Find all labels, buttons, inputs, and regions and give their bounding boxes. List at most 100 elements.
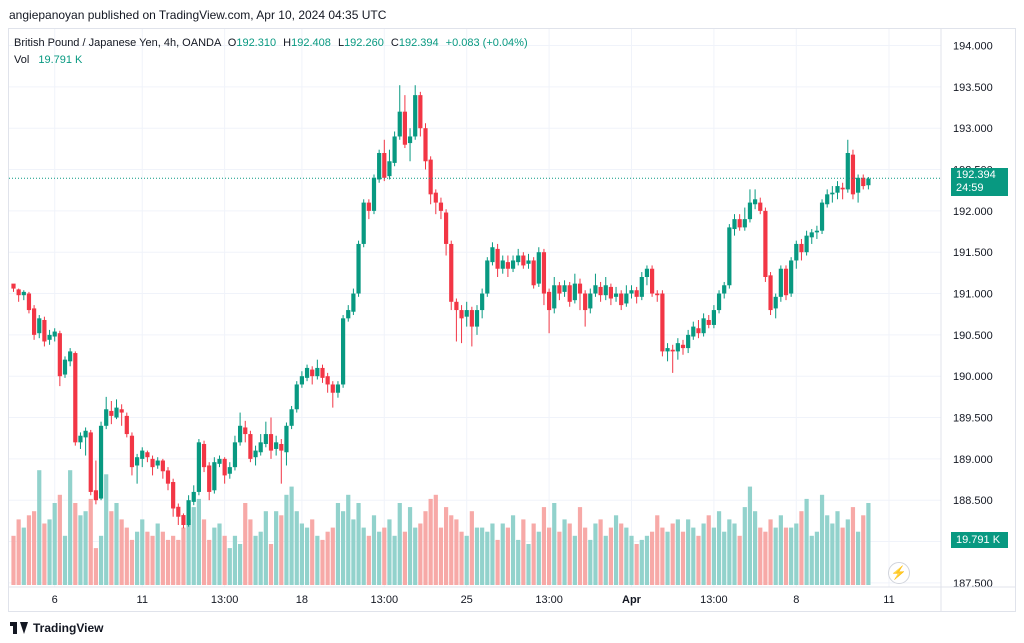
volume-bar bbox=[356, 503, 361, 585]
candle-body bbox=[428, 159, 433, 195]
candle-body bbox=[407, 136, 413, 144]
y-tick-label: 187.500 bbox=[953, 578, 993, 590]
candle-body bbox=[840, 187, 845, 190]
candle-body bbox=[217, 458, 222, 464]
candle-body bbox=[11, 283, 16, 289]
y-tick-label: 193.000 bbox=[953, 123, 993, 135]
candle-body bbox=[701, 318, 706, 334]
candle-body bbox=[753, 199, 758, 205]
candle-body bbox=[742, 219, 747, 228]
volume-bar bbox=[186, 519, 191, 585]
candle-body bbox=[680, 344, 686, 349]
candlestick-chart[interactable]: 194.000193.500193.000192.500192.000191.5… bbox=[9, 29, 1015, 611]
candle-body bbox=[433, 192, 438, 203]
candle-body bbox=[387, 161, 392, 177]
volume-bar bbox=[217, 523, 222, 585]
volume-bar bbox=[423, 511, 428, 585]
y-tick-label: 190.500 bbox=[953, 330, 993, 342]
candle-body bbox=[98, 425, 104, 499]
volume-bar bbox=[377, 531, 382, 585]
volume-bar bbox=[165, 539, 171, 585]
candle-body bbox=[459, 310, 464, 319]
candle-body bbox=[510, 260, 516, 269]
candle-body bbox=[320, 367, 325, 378]
volume-bar bbox=[773, 527, 778, 585]
close-value: 192.394 bbox=[398, 37, 439, 49]
volume-label[interactable]: Vol bbox=[14, 54, 30, 66]
volume-bar bbox=[335, 503, 341, 585]
candle-body bbox=[93, 490, 98, 501]
x-tick-label: 11 bbox=[883, 594, 894, 606]
volume-bar bbox=[454, 519, 459, 585]
volume-bar bbox=[263, 511, 268, 585]
candle-body bbox=[593, 285, 598, 294]
volume-bar bbox=[93, 548, 98, 585]
candle-body bbox=[516, 255, 521, 263]
y-tick-label: 189.000 bbox=[953, 454, 993, 466]
y-tick-label: 194.000 bbox=[953, 41, 993, 53]
candle-body bbox=[196, 442, 201, 492]
volume-bar bbox=[320, 539, 325, 585]
candle-body bbox=[299, 376, 304, 385]
candle-body bbox=[227, 467, 232, 474]
volume-bar bbox=[505, 527, 510, 585]
top-bar: angiepanoyan published on TradingView.co… bbox=[0, 0, 1024, 28]
candle-body bbox=[650, 268, 655, 294]
x-tick-label: 13:00 bbox=[371, 594, 399, 606]
candle-body bbox=[562, 285, 567, 292]
candle-body bbox=[37, 318, 42, 334]
candle-body bbox=[268, 434, 274, 451]
candle-body bbox=[670, 349, 675, 352]
candle-body bbox=[140, 450, 145, 459]
volume-bar bbox=[691, 527, 696, 585]
volume-bar bbox=[402, 531, 407, 585]
candle-body bbox=[603, 285, 608, 296]
volume-bar bbox=[660, 527, 665, 585]
x-tick-label: 11 bbox=[137, 594, 148, 606]
candle-body bbox=[706, 319, 711, 325]
volume-bar bbox=[346, 494, 351, 585]
volume-bar bbox=[361, 527, 366, 585]
candle-body bbox=[619, 293, 624, 306]
candle-body bbox=[238, 425, 243, 443]
candle-body bbox=[62, 359, 68, 375]
candle-body bbox=[572, 283, 577, 301]
candle-body bbox=[341, 318, 346, 385]
candle-body bbox=[464, 310, 469, 317]
volume-bar bbox=[232, 535, 238, 585]
volume-bar bbox=[351, 519, 356, 585]
symbol-name[interactable]: British Pound / Japanese Yen, 4h, OANDA bbox=[14, 37, 221, 49]
volume-bar bbox=[675, 519, 680, 585]
high-label: H bbox=[283, 37, 292, 49]
candle-body bbox=[521, 255, 526, 266]
y-tick-label: 188.500 bbox=[953, 495, 993, 507]
candle-body bbox=[78, 435, 83, 443]
volume-bar bbox=[464, 535, 469, 585]
candle-body bbox=[413, 95, 418, 137]
x-tick-label: 13:00 bbox=[700, 594, 728, 606]
volume-bar bbox=[763, 531, 768, 585]
candle-body bbox=[83, 430, 88, 438]
candle-body bbox=[356, 243, 361, 294]
volume-bar bbox=[799, 511, 804, 585]
volume-bar bbox=[753, 511, 758, 585]
candle-body bbox=[330, 384, 335, 393]
candle-body bbox=[747, 202, 753, 220]
candle-body bbox=[129, 435, 135, 468]
volume-bar bbox=[21, 527, 26, 585]
candle-body bbox=[598, 286, 603, 296]
candle-body bbox=[366, 202, 371, 211]
chart-pane[interactable]: 194.000193.500193.000192.500192.000191.5… bbox=[8, 28, 1016, 612]
volume-bar bbox=[510, 515, 516, 585]
candle-body bbox=[181, 515, 186, 525]
candle-body bbox=[768, 275, 773, 311]
volume-bar bbox=[716, 511, 722, 585]
y-tick-label: 189.500 bbox=[953, 413, 993, 425]
lightning-icon[interactable]: ⚡ bbox=[888, 562, 910, 584]
volume-bar bbox=[26, 515, 32, 585]
candle-body bbox=[449, 243, 454, 302]
volume-bar bbox=[135, 531, 140, 585]
candle-body bbox=[294, 384, 299, 410]
volume-bar bbox=[114, 503, 119, 585]
volume-bar bbox=[789, 527, 794, 585]
